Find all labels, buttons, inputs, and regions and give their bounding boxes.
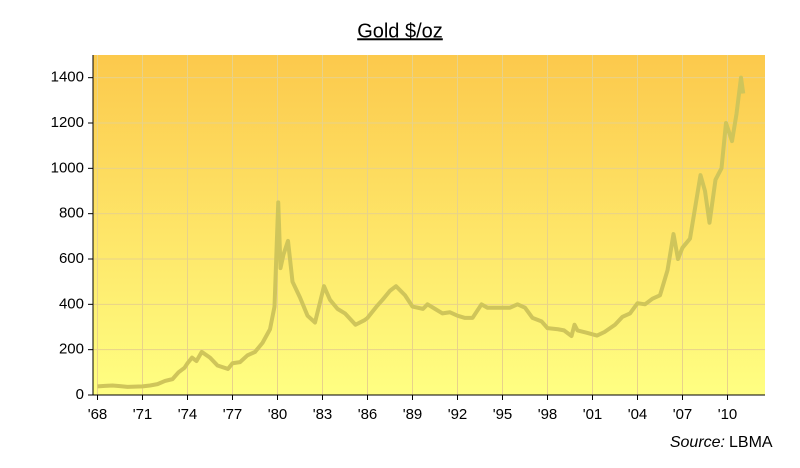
x-tick-label: '77: [223, 406, 243, 423]
y-tick-label: 600: [59, 250, 84, 267]
source: LBMA: [729, 434, 773, 451]
y-tick-label: 400: [59, 295, 84, 312]
y-tick-label: 800: [59, 205, 84, 222]
x-tick-label: '71: [133, 406, 153, 423]
x-tick-label: '07: [673, 406, 693, 423]
x-tick-label: '89: [403, 406, 423, 423]
x-tick-label: '68: [88, 406, 108, 423]
plot-area: [93, 55, 765, 395]
line-series: [97, 75, 746, 389]
x-tick-label: '10: [718, 406, 738, 423]
source-label: Source:: [670, 434, 725, 451]
y-tick-label: 200: [59, 341, 84, 358]
y-tick-label: 1200: [51, 114, 84, 131]
y-tick-label: 1000: [51, 159, 84, 176]
x-tick-label: '01: [583, 406, 603, 423]
x-tick-label: '95: [493, 406, 513, 423]
x-tick-label: '80: [268, 406, 288, 423]
x-tick-label: '98: [538, 406, 558, 423]
x-tick-label: '04: [628, 406, 648, 423]
x-tick-label: '92: [448, 406, 468, 423]
x-tick-label: '86: [358, 406, 378, 423]
x-tick-label: '74: [178, 406, 198, 423]
y-tick-label: 0: [76, 386, 84, 403]
y-tick-label: 1400: [51, 69, 84, 86]
x-tick-label: '83: [313, 406, 333, 423]
chart-title: Gold $/oz: [357, 20, 443, 42]
